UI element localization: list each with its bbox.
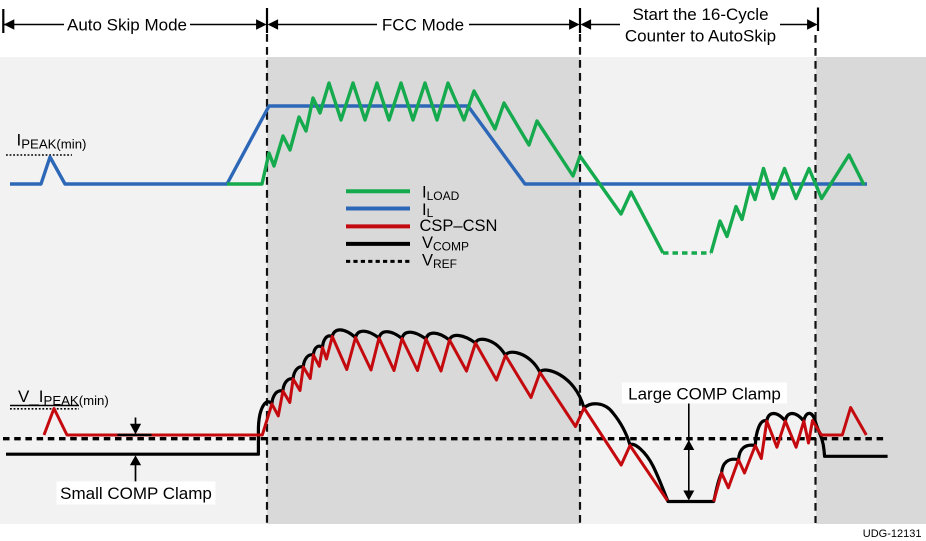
- svg-text:Start the 16-Cycle: Start the 16-Cycle: [632, 5, 768, 24]
- svg-text:UDG-12131: UDG-12131: [863, 528, 922, 540]
- svg-text:VCOMP: VCOMP: [422, 234, 469, 253]
- svg-text:V_IPEAK(min): V_IPEAK(min): [18, 387, 109, 408]
- svg-text:IL: IL: [422, 201, 434, 220]
- svg-text:Small COMP Clamp: Small COMP Clamp: [60, 484, 212, 503]
- svg-text:Counter to AutoSkip: Counter to AutoSkip: [625, 27, 776, 46]
- svg-text:IPEAK(min): IPEAK(min): [17, 131, 87, 152]
- svg-text:FCC Mode: FCC Mode: [382, 16, 464, 35]
- svg-text:CSP–CSN: CSP–CSN: [420, 217, 498, 235]
- svg-text:VREF: VREF: [422, 251, 457, 270]
- svg-text:Large COMP Clamp: Large COMP Clamp: [628, 385, 781, 404]
- svg-text:Auto Skip Mode: Auto Skip Mode: [67, 16, 187, 35]
- svg-text:ILOAD: ILOAD: [422, 183, 460, 202]
